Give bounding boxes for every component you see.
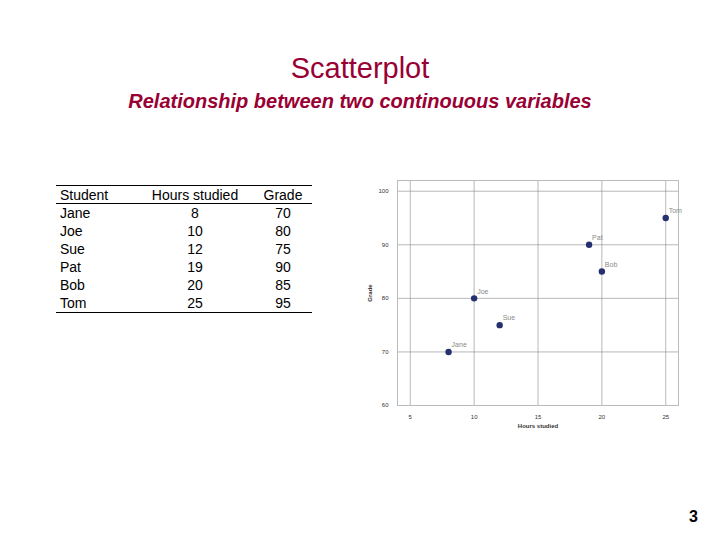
svg-text:5: 5	[409, 414, 413, 420]
html-text:90: 90	[275, 259, 291, 275]
html-text:Scatterplot: Scatterplot	[290, 52, 430, 84]
svg-text:90: 90	[382, 242, 389, 248]
html-text:Sue: Sue	[60, 241, 85, 257]
html-text:Hours studied: Hours studied	[151, 186, 239, 203]
svg-text:Jane: Jane	[452, 341, 467, 348]
html-text:3: 3	[689, 508, 698, 525]
html-text:85: 85	[275, 277, 291, 293]
svg-text:70: 70	[382, 349, 389, 355]
html-text:Joe: Joe	[60, 223, 83, 239]
svg-text:15: 15	[535, 414, 542, 420]
html-text:Bob: Bob	[60, 277, 85, 293]
html-text:25: 25	[187, 295, 203, 311]
html-text:75: 75	[275, 241, 291, 257]
html-text:Jane: Jane	[60, 205, 91, 221]
html-text:12: 12	[187, 241, 203, 257]
svg-text:Joe: Joe	[477, 288, 488, 295]
svg-text:10: 10	[471, 414, 478, 420]
svg-text:20: 20	[599, 414, 606, 420]
html-text:Relationship between two conti: Relationship between two continouous var…	[128, 90, 592, 112]
html-text:80: 80	[275, 223, 291, 239]
svg-text:Sue: Sue	[503, 314, 516, 321]
html-text:19: 19	[187, 259, 203, 275]
svg-text:100: 100	[378, 188, 389, 194]
svg-text:25: 25	[662, 414, 669, 420]
html-text:Grade: Grade	[263, 186, 303, 203]
html-text:Tom: Tom	[60, 295, 87, 311]
svg-text:Tom: Tom	[669, 207, 682, 214]
svg-text:80: 80	[382, 295, 389, 301]
html-text:70: 70	[275, 205, 291, 221]
svg-text:Pat: Pat	[592, 234, 603, 241]
svg-text:Hours studied: Hours studied	[518, 423, 559, 429]
svg-text:60: 60	[382, 402, 389, 408]
svg-text:Bob: Bob	[605, 261, 618, 268]
html-text:Pat: Pat	[60, 259, 81, 275]
html-text:Student: Student	[60, 186, 109, 203]
html-text:95: 95	[275, 295, 291, 311]
html-text:20: 20	[187, 277, 203, 293]
html-text:8: 8	[191, 205, 199, 221]
svg-text:Grade: Grade	[367, 284, 373, 302]
html-text:10: 10	[187, 223, 203, 239]
